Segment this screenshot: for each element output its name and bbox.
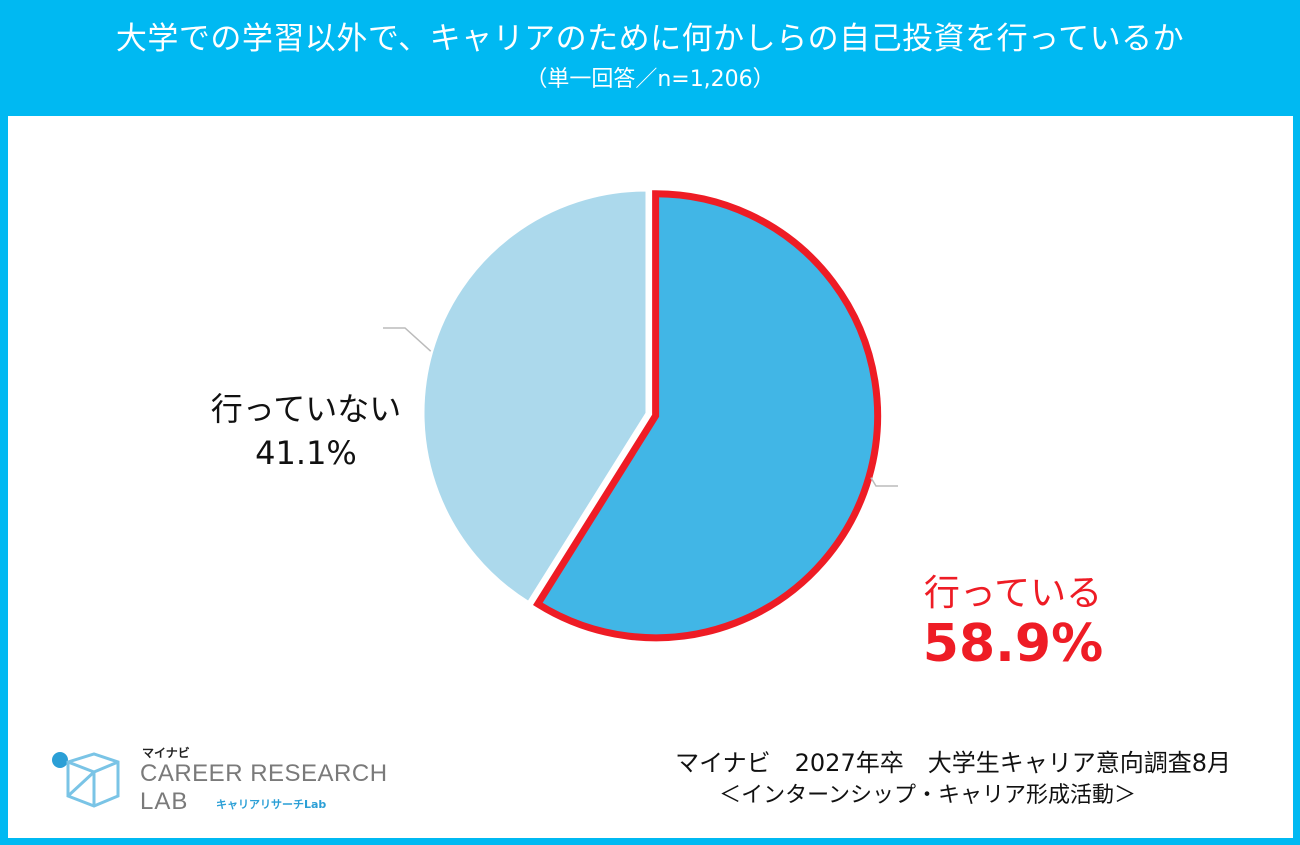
slice-label-not-doing: 行っていない xyxy=(210,390,402,428)
logo-text-line2: LAB xyxy=(140,788,189,815)
logo-brand-text: マイナビ xyxy=(142,746,190,760)
pie-slices xyxy=(423,190,882,642)
slice-label-doing: 行っている xyxy=(923,573,1103,614)
pie-slice-doing xyxy=(533,190,882,642)
pie-chart xyxy=(383,190,898,642)
slice-value-not-doing: 41.1% xyxy=(255,434,357,472)
chart-header: 大学での学習以外で、キャリアのために何かしらの自己投資を行っているか （単一回答… xyxy=(0,0,1300,112)
slice-value-doing: 58.9% xyxy=(922,614,1104,674)
chart-subtitle: （単一回答／n=1,206） xyxy=(525,67,775,92)
chart-title: 大学での学習以外で、キャリアのために何かしらの自己投資を行っているか xyxy=(115,21,1185,57)
pie-slice-not-doing xyxy=(423,190,647,602)
logo-text-line1: CAREER RESEARCH xyxy=(140,760,388,787)
logo-cube-icon xyxy=(52,752,120,808)
career-research-lab-logo: マイナビ CAREER RESEARCH LAB キャリアリサーチLab xyxy=(46,736,406,816)
source-line1: マイナビ 2027年卒 大学生キャリア意向調査8月 xyxy=(675,749,1231,777)
pie-leader-lines xyxy=(383,327,898,487)
source-note: マイナビ 2027年卒 大学生キャリア意向調査8月 ＜インターンシップ・キャリア… xyxy=(531,746,1231,812)
leader-line-not-doing xyxy=(383,327,432,352)
source-line2: ＜インターンシップ・キャリア形成活動＞ xyxy=(719,783,1136,808)
chart-panel: 行っていない 41.1% 行っている 58.9% マイナビ CAREER RES… xyxy=(8,116,1293,838)
leader-line-doing xyxy=(870,477,898,487)
logo-subtext: キャリアリサーチLab xyxy=(216,798,327,811)
